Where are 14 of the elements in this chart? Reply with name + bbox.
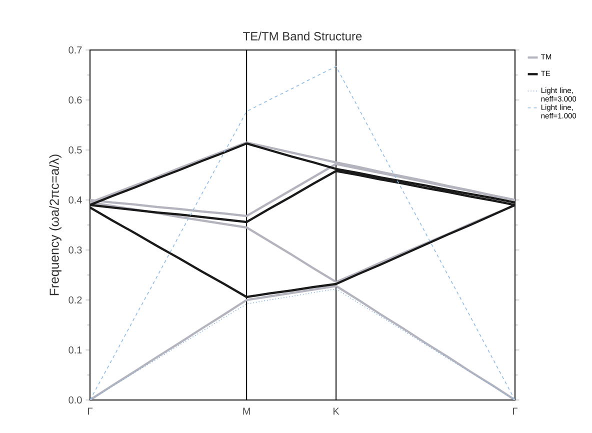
x-tick-label: M xyxy=(243,408,250,415)
y-tick-label: 0.7 xyxy=(68,46,82,54)
y-tick-label: 0.6 xyxy=(68,96,82,104)
y-tick-label: 0.5 xyxy=(68,146,82,154)
y-tick-label: 0.4 xyxy=(68,196,82,204)
chart-title: TE/TM Band Structure xyxy=(243,32,362,40)
y-tick-label: 0.1 xyxy=(68,346,82,354)
y-tick-label: 0.2 xyxy=(68,296,82,304)
x-tick-label: Γ xyxy=(513,408,518,415)
x-tick-label: Γ xyxy=(88,408,92,415)
y-axis-title: Frequency (ωa/2πc=a/λ) xyxy=(49,154,62,296)
y-tick-label: 0.3 xyxy=(68,246,82,254)
y-tick-label: 0.0 xyxy=(68,396,82,404)
x-tick-label: K xyxy=(334,408,340,415)
